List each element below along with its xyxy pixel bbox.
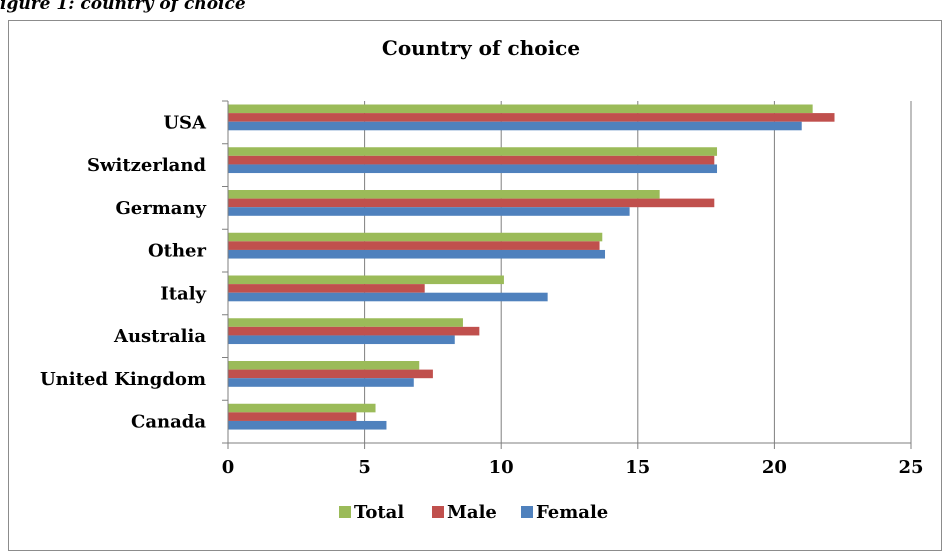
- bar-usa-total: [228, 104, 813, 114]
- bar-other-female: [228, 249, 606, 259]
- category-label: Italy: [160, 283, 206, 304]
- bar-canada-female: [228, 420, 387, 430]
- bar-germany-female: [228, 207, 630, 216]
- category-label: Switzerland: [87, 155, 206, 176]
- bar-australia-male: [228, 326, 480, 336]
- category-label: United Kingdom: [40, 369, 206, 390]
- bar-italy-female: [228, 292, 548, 302]
- category-label: Germany: [115, 198, 206, 219]
- bar-united-kingdom-male: [228, 369, 433, 379]
- tick-label: 5: [358, 457, 371, 478]
- bar-switzerland-male: [228, 155, 715, 165]
- bar-usa-male: [228, 113, 835, 122]
- bar-germany-male: [228, 198, 715, 208]
- legend-label-male: Male: [447, 502, 497, 523]
- legend: Total Male Female: [339, 502, 608, 523]
- bar-other-total: [228, 232, 603, 242]
- bar-australia-total: [228, 318, 463, 327]
- bar-germany-total: [228, 190, 660, 199]
- legend-swatch-female: [521, 506, 533, 518]
- tick-label: 25: [898, 457, 923, 478]
- bars: [228, 104, 835, 430]
- bar-chart: Country of choice USA Switzerland Germany O…: [40, 36, 924, 523]
- chart-title: Country of choice: [382, 36, 580, 60]
- tick-label: 10: [489, 457, 514, 478]
- bar-italy-male: [228, 284, 425, 293]
- bar-italy-total: [228, 275, 504, 285]
- tick-label: 15: [625, 457, 650, 478]
- category-labels: USA Switzerland Germany Other Italy Australia…: [40, 112, 207, 432]
- bar-united-kingdom-total: [228, 361, 420, 370]
- tick-label: 0: [222, 457, 235, 478]
- bar-switzerland-female: [228, 164, 718, 174]
- chart-frame: Country of choice USA Switzerland Germany O…: [8, 20, 942, 551]
- tick-label: 20: [762, 457, 787, 478]
- legend-swatch-total: [339, 506, 351, 518]
- legend-swatch-male: [432, 506, 444, 518]
- bar-united-kingdom-female: [228, 378, 414, 387]
- legend-label-total: Total: [354, 502, 404, 523]
- bar-other-male: [228, 241, 600, 250]
- figure-caption: igure 1: country of choice: [0, 0, 246, 14]
- bar-australia-female: [228, 335, 455, 345]
- category-label: USA: [163, 112, 207, 133]
- tick-labels: 0 5 10 15 20 25: [222, 457, 924, 478]
- legend-label-female: Female: [536, 502, 608, 523]
- bar-canada-male: [228, 412, 357, 421]
- axes: [222, 100, 912, 449]
- bar-usa-female: [228, 121, 802, 131]
- category-label: Other: [148, 241, 207, 262]
- bar-canada-total: [228, 403, 376, 413]
- bar-switzerland-total: [228, 147, 718, 156]
- category-label: Canada: [131, 412, 206, 433]
- category-label: Australia: [113, 326, 206, 347]
